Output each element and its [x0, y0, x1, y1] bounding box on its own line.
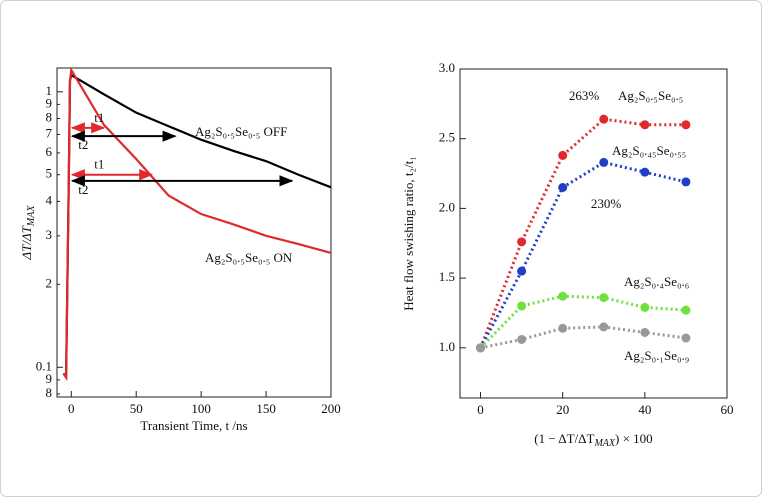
series-label: Ag₂S₀.₄₅Se₀.₅₅ — [612, 143, 686, 158]
data-point — [681, 305, 691, 315]
x-tick-label: 60 — [721, 402, 734, 417]
series-label: Ag₂S₀.₅Se₀.₅ — [618, 88, 683, 103]
series-line — [479, 294, 687, 349]
series-label: Ag₂S₀.₁Se₀.₉ — [624, 348, 689, 363]
data-point — [599, 293, 609, 303]
y-tick-label: 9 — [46, 95, 53, 110]
x-tick-label: 100 — [191, 401, 211, 416]
y-tick-label: 5 — [46, 166, 53, 181]
data-point — [640, 302, 650, 312]
x-tick-label: 20 — [556, 402, 569, 417]
data-point — [640, 327, 650, 337]
y-axis-label: ΔT/ΔTMAX — [19, 205, 37, 261]
data-point — [681, 177, 691, 187]
series-line — [62, 66, 332, 381]
data-point — [558, 323, 568, 333]
plot-frame — [56, 67, 332, 398]
x-axis-label: (1 − ΔT/ΔTMAX) × 100 — [534, 431, 652, 449]
series-label: Ag₂S₀.₅Se₀.₅ ON — [205, 250, 293, 265]
series-label: Ag₂S₀.₄Se₀.₆ — [624, 274, 689, 289]
data-point — [558, 182, 568, 192]
x-tick-label: 150 — [256, 401, 276, 416]
data-point — [640, 167, 650, 177]
y-tick-label: 1.0 — [439, 339, 455, 354]
y-tick-label: 7 — [46, 125, 53, 140]
x-axis-label-part: (1 − ΔT/ΔT — [534, 431, 594, 446]
data-point — [640, 120, 650, 130]
x-tick-label: 50 — [130, 401, 143, 416]
x-tick-label: 0 — [477, 402, 484, 417]
interval-label: t1 — [94, 110, 104, 125]
data-point — [599, 157, 609, 167]
x-axis-label-part: ) × 100 — [615, 431, 653, 446]
series-line — [479, 117, 686, 349]
y-tick-label: 3 — [46, 227, 53, 242]
x-axis-label: Transient Time, t /ns — [140, 418, 247, 433]
interval-label: t1 — [94, 157, 104, 172]
annotation: 263% — [569, 88, 600, 103]
y-tick-label: 9 — [46, 371, 53, 386]
annotation: 230% — [591, 196, 622, 211]
y-tick-label: 4 — [46, 192, 53, 207]
y-tick-label: 2 — [46, 275, 53, 290]
y-tick-label: 1.5 — [439, 269, 455, 284]
y-axis-label-part: MAX — [26, 205, 37, 227]
y-tick-label: 3.0 — [439, 60, 455, 75]
data-point — [476, 343, 486, 353]
data-point — [681, 120, 691, 130]
data-point — [558, 150, 568, 160]
data-point — [517, 334, 527, 344]
data-point — [517, 266, 527, 276]
y-axis-label-part: ΔT/ΔT — [19, 225, 34, 260]
x-axis-label-part: MAX — [593, 438, 615, 449]
y-tick-label: 6 — [46, 144, 53, 159]
y-tick-label: 1 — [46, 83, 53, 98]
y-tick-label: 0.1 — [36, 358, 52, 373]
y-tick-label: 2.0 — [439, 199, 455, 214]
y-tick-label: 2.5 — [439, 130, 455, 145]
interval-label: t2 — [78, 182, 88, 197]
x-tick-label: 40 — [638, 402, 651, 417]
data-point — [599, 114, 609, 124]
data-point — [558, 291, 568, 301]
x-tick-label: 200 — [321, 401, 341, 416]
data-point — [517, 301, 527, 311]
series-line — [480, 325, 687, 350]
data-point — [681, 333, 691, 343]
series-label: Ag₂S₀.₅Se₀.₅ OFF — [195, 124, 287, 139]
y-tick-label: 8 — [46, 385, 53, 400]
data-point — [517, 237, 527, 247]
x-tick-label: 0 — [68, 401, 75, 416]
interval-label: t2 — [78, 137, 88, 152]
data-point — [599, 322, 609, 332]
y-axis-label: Heat flow swishing ratio, t₂/t₁ — [401, 156, 416, 311]
y-tick-label: 8 — [46, 109, 53, 124]
plot-frame — [459, 68, 728, 399]
